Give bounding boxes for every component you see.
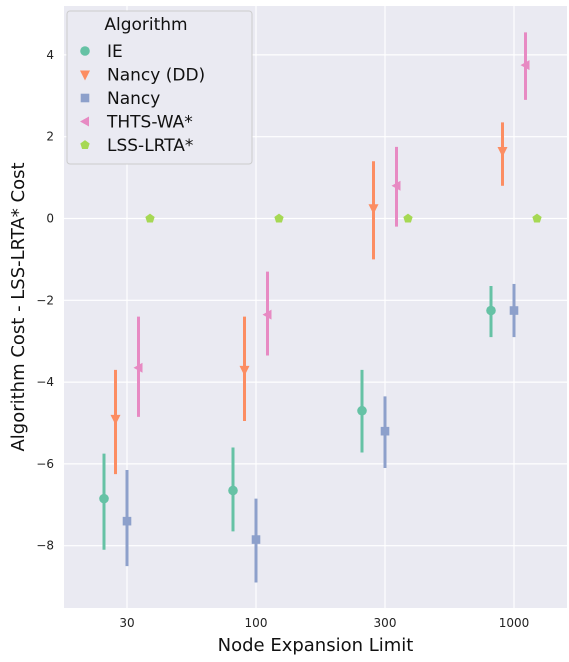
data-point bbox=[133, 362, 143, 373]
series-lss-lrta bbox=[145, 213, 542, 223]
y-tick-label: 2 bbox=[46, 130, 54, 144]
data-point bbox=[99, 493, 109, 504]
data-point bbox=[403, 213, 413, 223]
y-tick-label: −6 bbox=[36, 457, 54, 471]
legend-marker bbox=[80, 46, 90, 56]
y-tick-label: 0 bbox=[46, 212, 54, 226]
y-tick-label: −4 bbox=[36, 375, 54, 389]
data-point bbox=[228, 485, 238, 496]
legend-title: Algorithm bbox=[104, 15, 187, 35]
legend-entries: IE Nancy (DD) Nancy THTS-WA* LSS-LRTA* bbox=[80, 42, 205, 156]
series-nancy bbox=[122, 283, 519, 583]
data-point bbox=[357, 405, 367, 416]
x-tick-label: 30 bbox=[119, 616, 134, 630]
data-point bbox=[486, 305, 496, 316]
legend-marker bbox=[80, 70, 90, 81]
data-point bbox=[391, 180, 401, 191]
legend: Algorithm IE Nancy (DD) Nancy THTS-WA* LSS-L… bbox=[66, 10, 253, 165]
data-point bbox=[239, 365, 250, 376]
data-series bbox=[99, 32, 542, 583]
y-axis-label: Algorithm Cost - LSS-LRTA* Cost bbox=[8, 162, 29, 451]
series-nancy-dd bbox=[110, 122, 508, 475]
x-axis-label: Node Expansion Limit bbox=[218, 635, 414, 656]
legend-frame bbox=[66, 10, 253, 165]
series-thts-wa bbox=[133, 32, 530, 417]
legend-label: Nancy (DD) bbox=[107, 66, 205, 86]
data-point bbox=[509, 306, 519, 315]
legend-label: IE bbox=[107, 42, 123, 62]
x-tick-label: 300 bbox=[374, 616, 397, 630]
data-point bbox=[110, 414, 121, 425]
data-point bbox=[251, 535, 261, 544]
y-tick-label: 4 bbox=[46, 48, 54, 62]
data-point bbox=[145, 213, 155, 223]
legend-label: LSS-LRTA* bbox=[107, 136, 193, 156]
data-point bbox=[274, 213, 284, 223]
data-point bbox=[380, 426, 390, 436]
data-point bbox=[532, 213, 542, 223]
data-point bbox=[520, 60, 530, 71]
x-tick-label: 1000 bbox=[499, 616, 530, 630]
x-tick-label: 100 bbox=[245, 616, 268, 630]
y-tick-label: −2 bbox=[36, 293, 54, 307]
legend-marker bbox=[80, 140, 90, 149]
data-point bbox=[368, 204, 379, 215]
y-tick-labels: 4 2 0 −2 −4 −6 −8 bbox=[36, 48, 54, 553]
legend-marker bbox=[80, 116, 89, 127]
legend-marker bbox=[80, 93, 90, 103]
data-point bbox=[122, 516, 132, 526]
x-tick-labels: 30 100 300 1000 bbox=[119, 616, 529, 630]
y-tick-label: −8 bbox=[36, 539, 54, 553]
legend-label: Nancy bbox=[107, 89, 160, 109]
data-point bbox=[262, 309, 272, 320]
series-ie bbox=[99, 285, 496, 550]
legend-label: THTS-WA* bbox=[106, 113, 193, 133]
data-point bbox=[497, 147, 508, 158]
